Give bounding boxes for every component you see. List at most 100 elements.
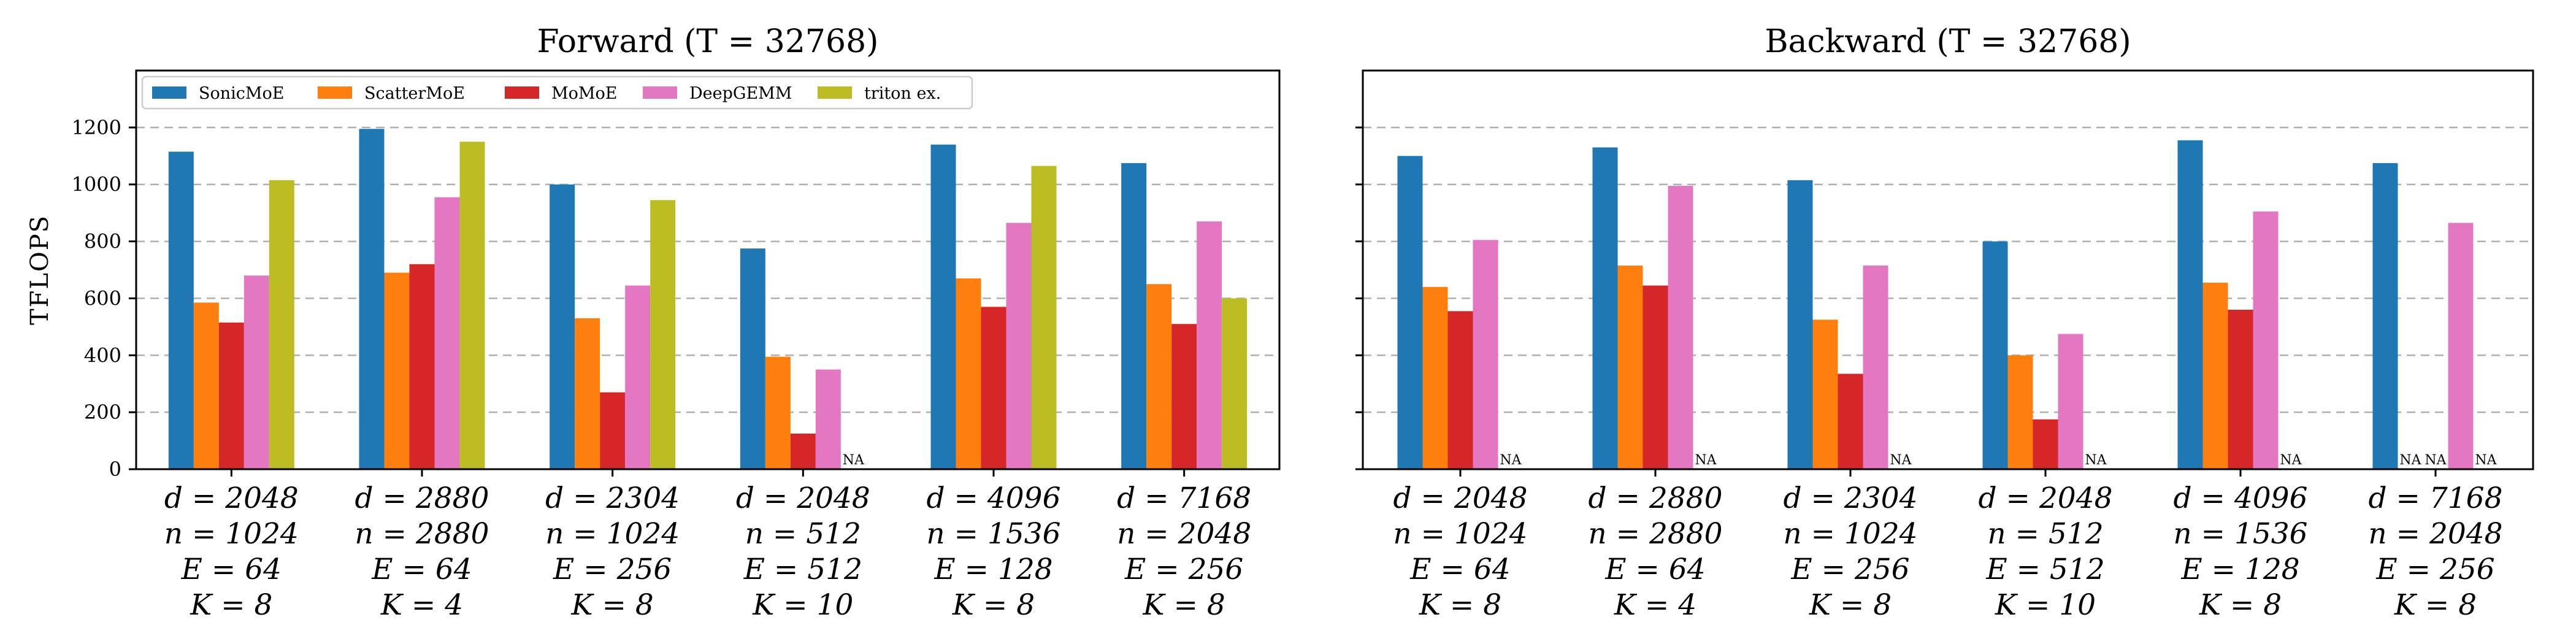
bar-deepgemm [1006,223,1032,469]
x-tick-label: K = 10 [752,588,853,622]
x-tick-label: d = 2048 [164,481,299,515]
bar-scattermoe [765,356,791,469]
x-tick-label: K = 4 [1614,588,1696,622]
bar-scattermoe [1146,284,1172,469]
na-label: NA [843,453,865,468]
na-label: NA [2399,453,2421,468]
legend-entry: ScatterMoE [364,84,465,103]
bar-sonicmoe [2372,163,2398,469]
x-tick-label: d = 4096 [927,481,1061,515]
x-tick-label: K = 8 [1419,588,1501,622]
na-label: NA [1695,453,1717,468]
bar-deepgemm [1197,221,1222,469]
bar-scattermoe [1422,286,1448,469]
y-axis-label: TFLOPS [26,215,54,325]
bar-triton-ex [269,180,294,469]
bar-sonicmoe [1592,147,1618,469]
x-tick-label: n = 2880 [355,517,489,551]
bar-deepgemm [1863,266,1888,469]
bar-sonicmoe [1982,241,2008,469]
legend-swatch [505,86,539,99]
bar-deepgemm [1668,186,1693,469]
x-tick-label: E = 256 [2375,553,2494,586]
bar-momoe [2228,310,2253,469]
bar-scattermoe [1812,320,1838,469]
x-tick-label: n = 1024 [1783,517,1917,551]
bar-deepgemm [2058,334,2083,469]
bar-scattermoe [193,302,219,469]
bar-deepgemm [815,369,841,469]
x-tick-label: n = 2880 [1588,517,1722,551]
bar-deepgemm [625,285,651,469]
x-tick-label: K = 8 [571,588,654,622]
bar-scattermoe [2007,355,2033,469]
legend-entry: triton ex. [864,84,941,103]
x-tick-label: E = 256 [553,553,672,586]
bar-sonicmoe [550,184,575,469]
legend-swatch [643,86,677,99]
bar-momoe [1643,285,1668,469]
bar-momoe [1171,324,1197,469]
x-tick-label: K = 10 [1995,588,2096,622]
backward-chart: Backward (T = 32768) NA d = 2048 n = 1024 E… [1355,23,2534,622]
x-tick-label: d = 2304 [1784,481,1918,515]
x-tick-label: E = 64 [371,553,472,586]
bar-scattermoe [384,272,410,469]
bar-momoe [409,264,435,469]
bar-deepgemm [1473,240,1498,469]
na-label: NA [1890,453,1912,468]
x-tick-label: d = 2880 [355,481,489,515]
x-tick-label: n = 2048 [2368,517,2502,551]
bar-deepgemm [2448,223,2474,469]
bar-sonicmoe [1787,180,1813,469]
legend-entry: DeepGEMM [689,84,792,103]
y-tick-label: 0 [109,458,121,481]
plot-frame [1362,69,2534,470]
y-tick-label: 1000 [72,173,121,196]
bar-sonicmoe [930,144,956,469]
legend-box [141,75,973,110]
x-tick-label: n = 1536 [2173,517,2307,551]
backward-chart-title: Backward (T = 32768) [1765,23,2131,60]
na-label: NA [2280,453,2302,468]
x-tick-label: d = 2048 [1979,481,2113,515]
x-tick-label: K = 8 [2199,588,2282,622]
legend-swatch [152,86,186,99]
x-tick-label: d = 4096 [2174,481,2308,515]
legend-entry: MoMoE [551,84,618,103]
x-tick-label: d = 2880 [1589,481,1723,515]
forward-chart: Forward (T = 32768) TFLOPS 0 200 400 600 800… [26,23,1281,622]
bar-scattermoe [956,278,981,469]
plot-frame [135,69,1281,470]
bar-sonicmoe [168,151,194,470]
x-tick-label: E = 512 [1985,553,2104,586]
x-tick-label: n = 2048 [1117,517,1251,551]
x-tick-label: K = 8 [2394,588,2477,622]
bar-sonicmoe [740,248,765,469]
x-tick-label: E = 64 [1604,553,1705,586]
y-tick-label: 200 [84,401,121,424]
x-tick-label: d = 2048 [736,481,870,515]
bar-sonicmoe [1397,156,1423,470]
y-tick-label: 1200 [72,116,121,139]
x-tick-label: K = 8 [190,588,272,622]
x-tick-label: E = 128 [933,553,1052,586]
x-tick-label: n = 1024 [545,517,680,551]
na-label: NA [1500,453,1522,468]
y-tick-label: 800 [84,230,121,253]
x-tick-label: K = 4 [380,588,463,622]
bar-momoe [1447,311,1473,469]
bar-scattermoe [2202,282,2228,469]
y-tick-label: 400 [84,343,121,367]
x-tick-label: E = 128 [2180,553,2299,586]
x-tick-label: E = 512 [743,553,862,586]
x-tick-label: n = 1024 [1393,517,1527,551]
x-tick-label: K = 8 [1143,588,1225,622]
bar-scattermoe [575,318,600,469]
bar-momoe [2033,419,2058,469]
na-label: NA [2085,453,2107,468]
x-tick-label: d = 7168 [2369,481,2503,515]
legend-entry: SonicMoE [199,84,285,103]
y-tick-label: 600 [84,286,121,310]
